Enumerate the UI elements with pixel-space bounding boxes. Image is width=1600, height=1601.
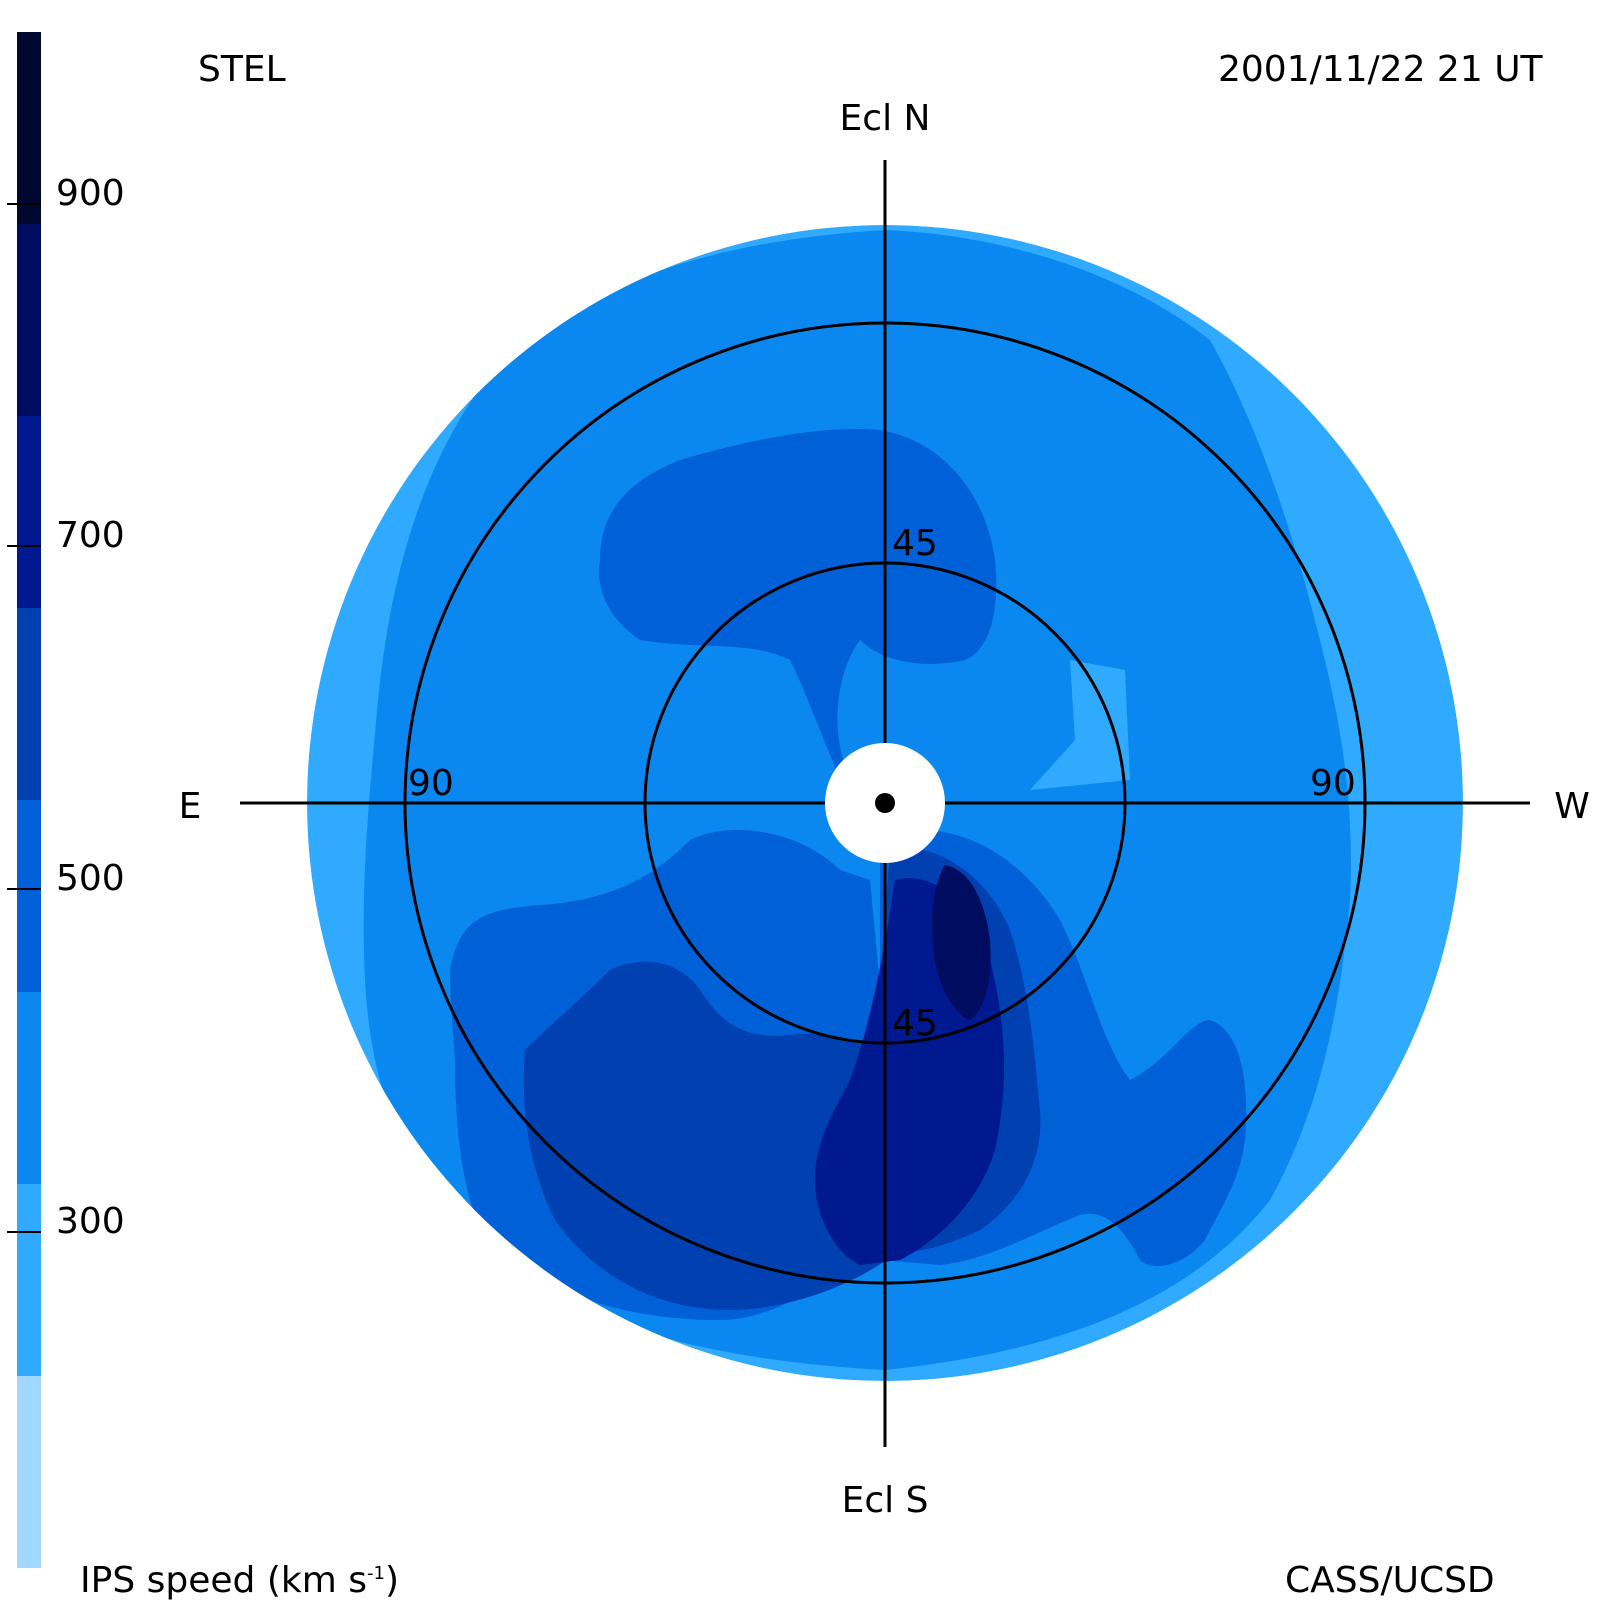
contour-southwest-lobe-inner: [523, 961, 900, 1310]
direction-south-label: Ecl S: [842, 1480, 929, 1521]
colorbar-tick-500: [7, 888, 41, 890]
direction-north-label: Ecl N: [840, 98, 931, 139]
ring-label-inner-bottom: 45: [892, 1003, 938, 1044]
colorbar-band-800-900: [17, 224, 41, 416]
colorbar-tick-label-500: 500: [56, 858, 125, 899]
instrument-label: STEL: [198, 49, 286, 90]
ring-label-inner-top: 45: [892, 523, 938, 564]
timestamp-label: 2001/11/22 21 UT: [1218, 49, 1543, 90]
direction-west-label: W: [1554, 786, 1590, 827]
colorbar-tick-300: [7, 1231, 41, 1233]
contour-west-light-patch: [1030, 660, 1130, 790]
colorbar-tick-label-300: 300: [56, 1201, 125, 1242]
ring-label-outer-left: 90: [408, 763, 454, 804]
colorbar-tick-700: [7, 545, 41, 547]
colorbar-band-400-500: [17, 992, 41, 1184]
colorbar-title-superscript: -1: [366, 1563, 385, 1584]
contour-south-peak: [932, 865, 991, 1020]
colorbar-tick-label-900: 900: [56, 173, 125, 214]
contour-north-lobe: [599, 429, 997, 800]
colorbar: [17, 32, 41, 1568]
colorbar-tick-label-700: 700: [56, 515, 125, 556]
colorbar-band-700-800: [17, 416, 41, 608]
colorbar-band-500-600: [17, 800, 41, 992]
colorbar-band-300-400: [17, 1184, 41, 1376]
colorbar-band-900-1000: [17, 32, 41, 224]
ring-label-outer-right: 90: [1310, 763, 1356, 804]
sun-center-dot: [875, 793, 895, 813]
colorbar-tick-900: [7, 203, 41, 205]
colorbar-title-end: ): [384, 1560, 399, 1601]
colorbar-band-200-300: [17, 1376, 41, 1568]
credit-label: CASS/UCSD: [1285, 1560, 1495, 1601]
direction-east-label: E: [179, 786, 202, 827]
colorbar-title: IPS speed (km s-1): [80, 1563, 399, 1599]
colorbar-band-600-700: [17, 608, 41, 800]
colorbar-title-text: IPS speed (km s: [80, 1560, 367, 1601]
